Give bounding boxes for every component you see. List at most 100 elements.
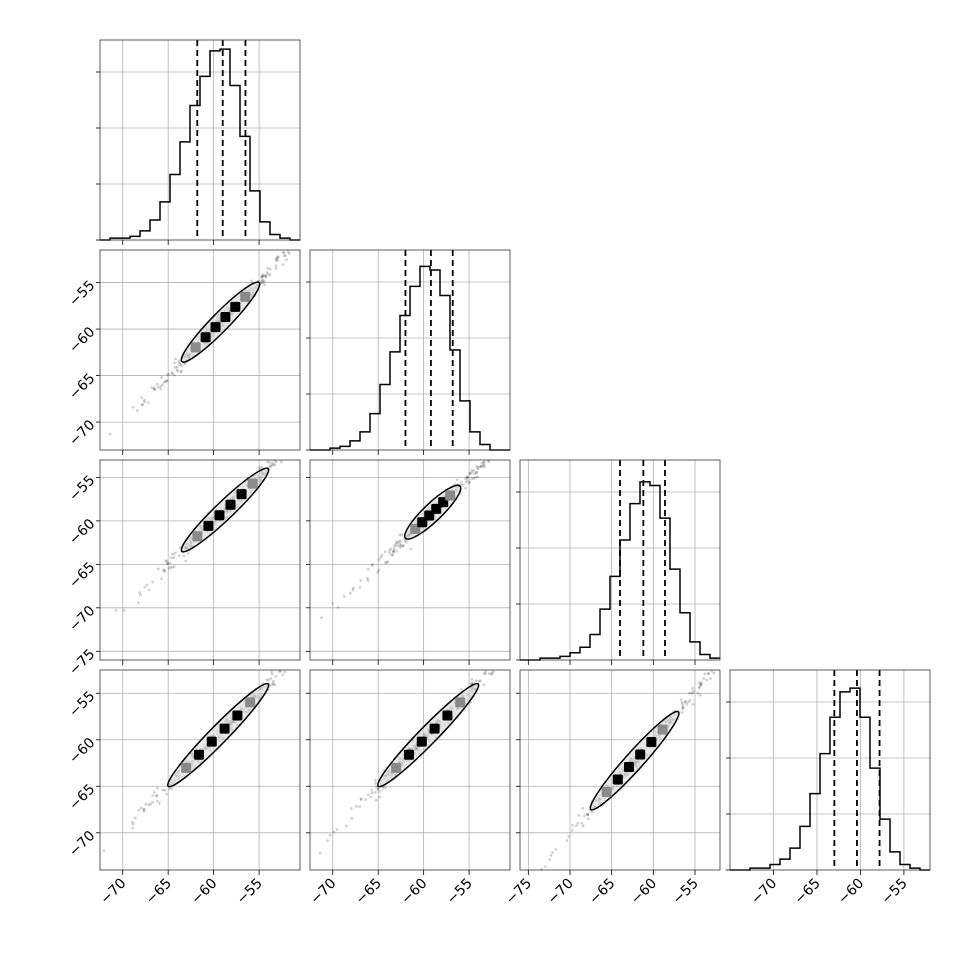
scatter-point — [171, 552, 175, 556]
scatter-point — [175, 365, 179, 369]
scatter-point — [186, 552, 190, 555]
scatter-point — [183, 362, 186, 366]
scatter-point — [261, 274, 265, 278]
scatter-point — [399, 544, 403, 547]
scatter-point — [122, 608, 126, 612]
histogram-steps — [730, 687, 930, 871]
scatter-point — [152, 791, 156, 794]
scatter-point — [689, 691, 693, 695]
histogram-panel-0 — [96, 39, 301, 241]
scatter-point — [172, 373, 176, 377]
scatter-point — [390, 553, 393, 557]
scatter-point — [332, 830, 336, 834]
scatter-point — [472, 477, 476, 480]
scatter-point — [142, 808, 146, 811]
scatter-point — [691, 691, 695, 695]
y-tick-label: −55 — [66, 278, 98, 310]
scatter-point — [260, 275, 264, 279]
panel-frame — [519, 669, 721, 871]
density-cell — [623, 761, 634, 772]
scatter-point — [455, 478, 459, 482]
scatter-point — [483, 463, 486, 467]
scatter-point — [142, 809, 146, 813]
y-tick-label: −70 — [66, 603, 98, 635]
density-cell — [612, 774, 623, 785]
scatter-point — [698, 693, 702, 697]
scatter-point — [707, 672, 710, 676]
scatter-point — [681, 706, 685, 710]
scatter-point — [691, 703, 695, 706]
scatter-point — [268, 460, 271, 464]
scatter-point — [366, 579, 370, 582]
density-cell — [214, 510, 225, 521]
x-tick-label: −60 — [398, 876, 430, 908]
scatter-point — [154, 794, 158, 798]
scatter-point — [155, 382, 159, 386]
panel-frame — [309, 669, 511, 871]
scatter-point — [486, 459, 490, 462]
scatter-point — [585, 813, 589, 816]
scatter-point — [285, 258, 288, 262]
scatter-point — [370, 788, 374, 792]
scatter-point — [170, 371, 174, 374]
scatter-point — [267, 678, 271, 682]
scatter-point — [151, 794, 155, 797]
density-cell — [181, 762, 192, 773]
x-tick-label: −75 — [503, 876, 535, 908]
scatter-point — [270, 463, 274, 467]
scatter-point — [401, 544, 405, 548]
density-cell — [247, 478, 258, 489]
scatter-point — [133, 816, 137, 820]
scatter-point — [396, 539, 400, 543]
density-cell — [416, 736, 427, 747]
contour-outline — [404, 484, 462, 540]
scatter-point — [179, 364, 183, 367]
density-cell — [445, 490, 456, 501]
scatter-point — [266, 273, 270, 276]
scatter-point — [392, 547, 396, 551]
scatter-point — [274, 257, 278, 261]
scatter-point — [681, 703, 685, 707]
scatter-point — [274, 675, 278, 678]
scatter-point — [467, 481, 471, 485]
scatter-point — [174, 357, 177, 361]
contour-outline — [180, 281, 261, 363]
scatter-point — [271, 683, 275, 686]
scatter-point — [480, 464, 484, 468]
scatter-point — [698, 685, 702, 689]
scatter-point — [172, 556, 176, 560]
scatter-point — [102, 849, 106, 853]
scatter-point — [459, 481, 463, 484]
scatter-point — [482, 460, 486, 464]
y-tick-label: −65 — [66, 371, 98, 403]
y-tick-label: −55 — [66, 688, 98, 720]
scatter-point — [697, 686, 701, 690]
scatter-point — [700, 681, 703, 685]
scatter-point — [114, 608, 118, 612]
histogram-steps — [100, 48, 300, 241]
scatter-point — [108, 432, 112, 436]
scatter-point — [383, 550, 387, 554]
scatter-point — [358, 805, 362, 809]
scatter-point — [586, 812, 590, 816]
scatter-point — [379, 555, 383, 559]
scatter-point — [268, 465, 272, 468]
x-tick-label: −70 — [307, 876, 339, 908]
contour-outline — [589, 710, 680, 811]
scatter-point — [146, 401, 150, 404]
scatter-point — [398, 544, 402, 547]
scatter-point — [277, 669, 281, 673]
scatter-point — [464, 480, 468, 484]
scatter-point — [370, 791, 374, 795]
scatter-point — [480, 461, 484, 465]
scatter-point — [163, 570, 167, 573]
density-cell — [220, 312, 231, 323]
scatter-point — [388, 551, 391, 555]
scatter-point — [262, 283, 266, 287]
scatter-point — [159, 384, 163, 388]
scatter-point — [543, 865, 547, 869]
scatter-point — [396, 544, 400, 548]
scatter-point — [378, 795, 382, 799]
contour-outline — [167, 682, 270, 788]
